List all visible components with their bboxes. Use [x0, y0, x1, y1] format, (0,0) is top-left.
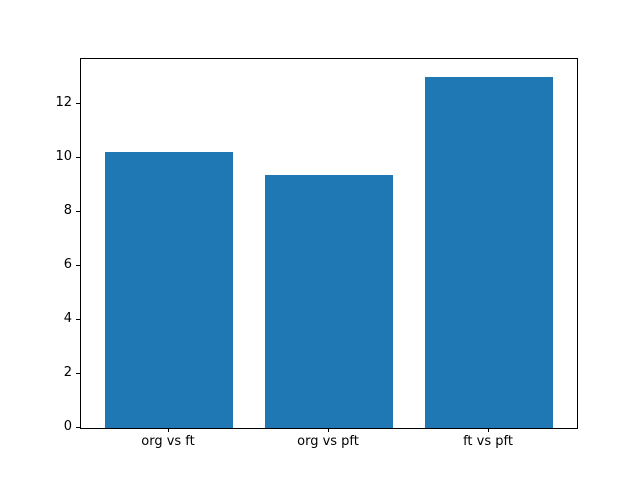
y-tick-mark: [76, 264, 80, 266]
x-tick-mark: [168, 428, 169, 432]
y-tick-mark: [76, 156, 80, 158]
bar-org-vs-ft: [105, 152, 233, 428]
y-tick-label: 2: [63, 364, 72, 380]
plot-area: [80, 58, 578, 429]
x-tick-mark: [488, 428, 489, 432]
y-tick-label: 10: [55, 148, 72, 164]
y-tick-mark: [76, 427, 80, 428]
y-tick-label: 0: [63, 419, 72, 434]
y-tick-label: 6: [63, 256, 72, 272]
y-tick-mark: [76, 318, 80, 320]
y-tick-mark: [76, 210, 80, 212]
y-tick-label: 12: [55, 94, 72, 110]
bar-ft-vs-pft: [425, 76, 553, 428]
y-tick-mark: [76, 372, 80, 374]
y-tick-label: 4: [63, 310, 72, 326]
y-tick-label: 8: [63, 202, 72, 218]
x-tick-mark: [328, 428, 329, 432]
x-tick-label: org vs ft: [141, 434, 195, 449]
x-tick-label: ft vs pft: [463, 434, 513, 449]
x-tick-label: org vs pft: [297, 434, 359, 449]
y-tick-mark: [76, 102, 80, 104]
bar-org-vs-pft: [265, 175, 393, 428]
